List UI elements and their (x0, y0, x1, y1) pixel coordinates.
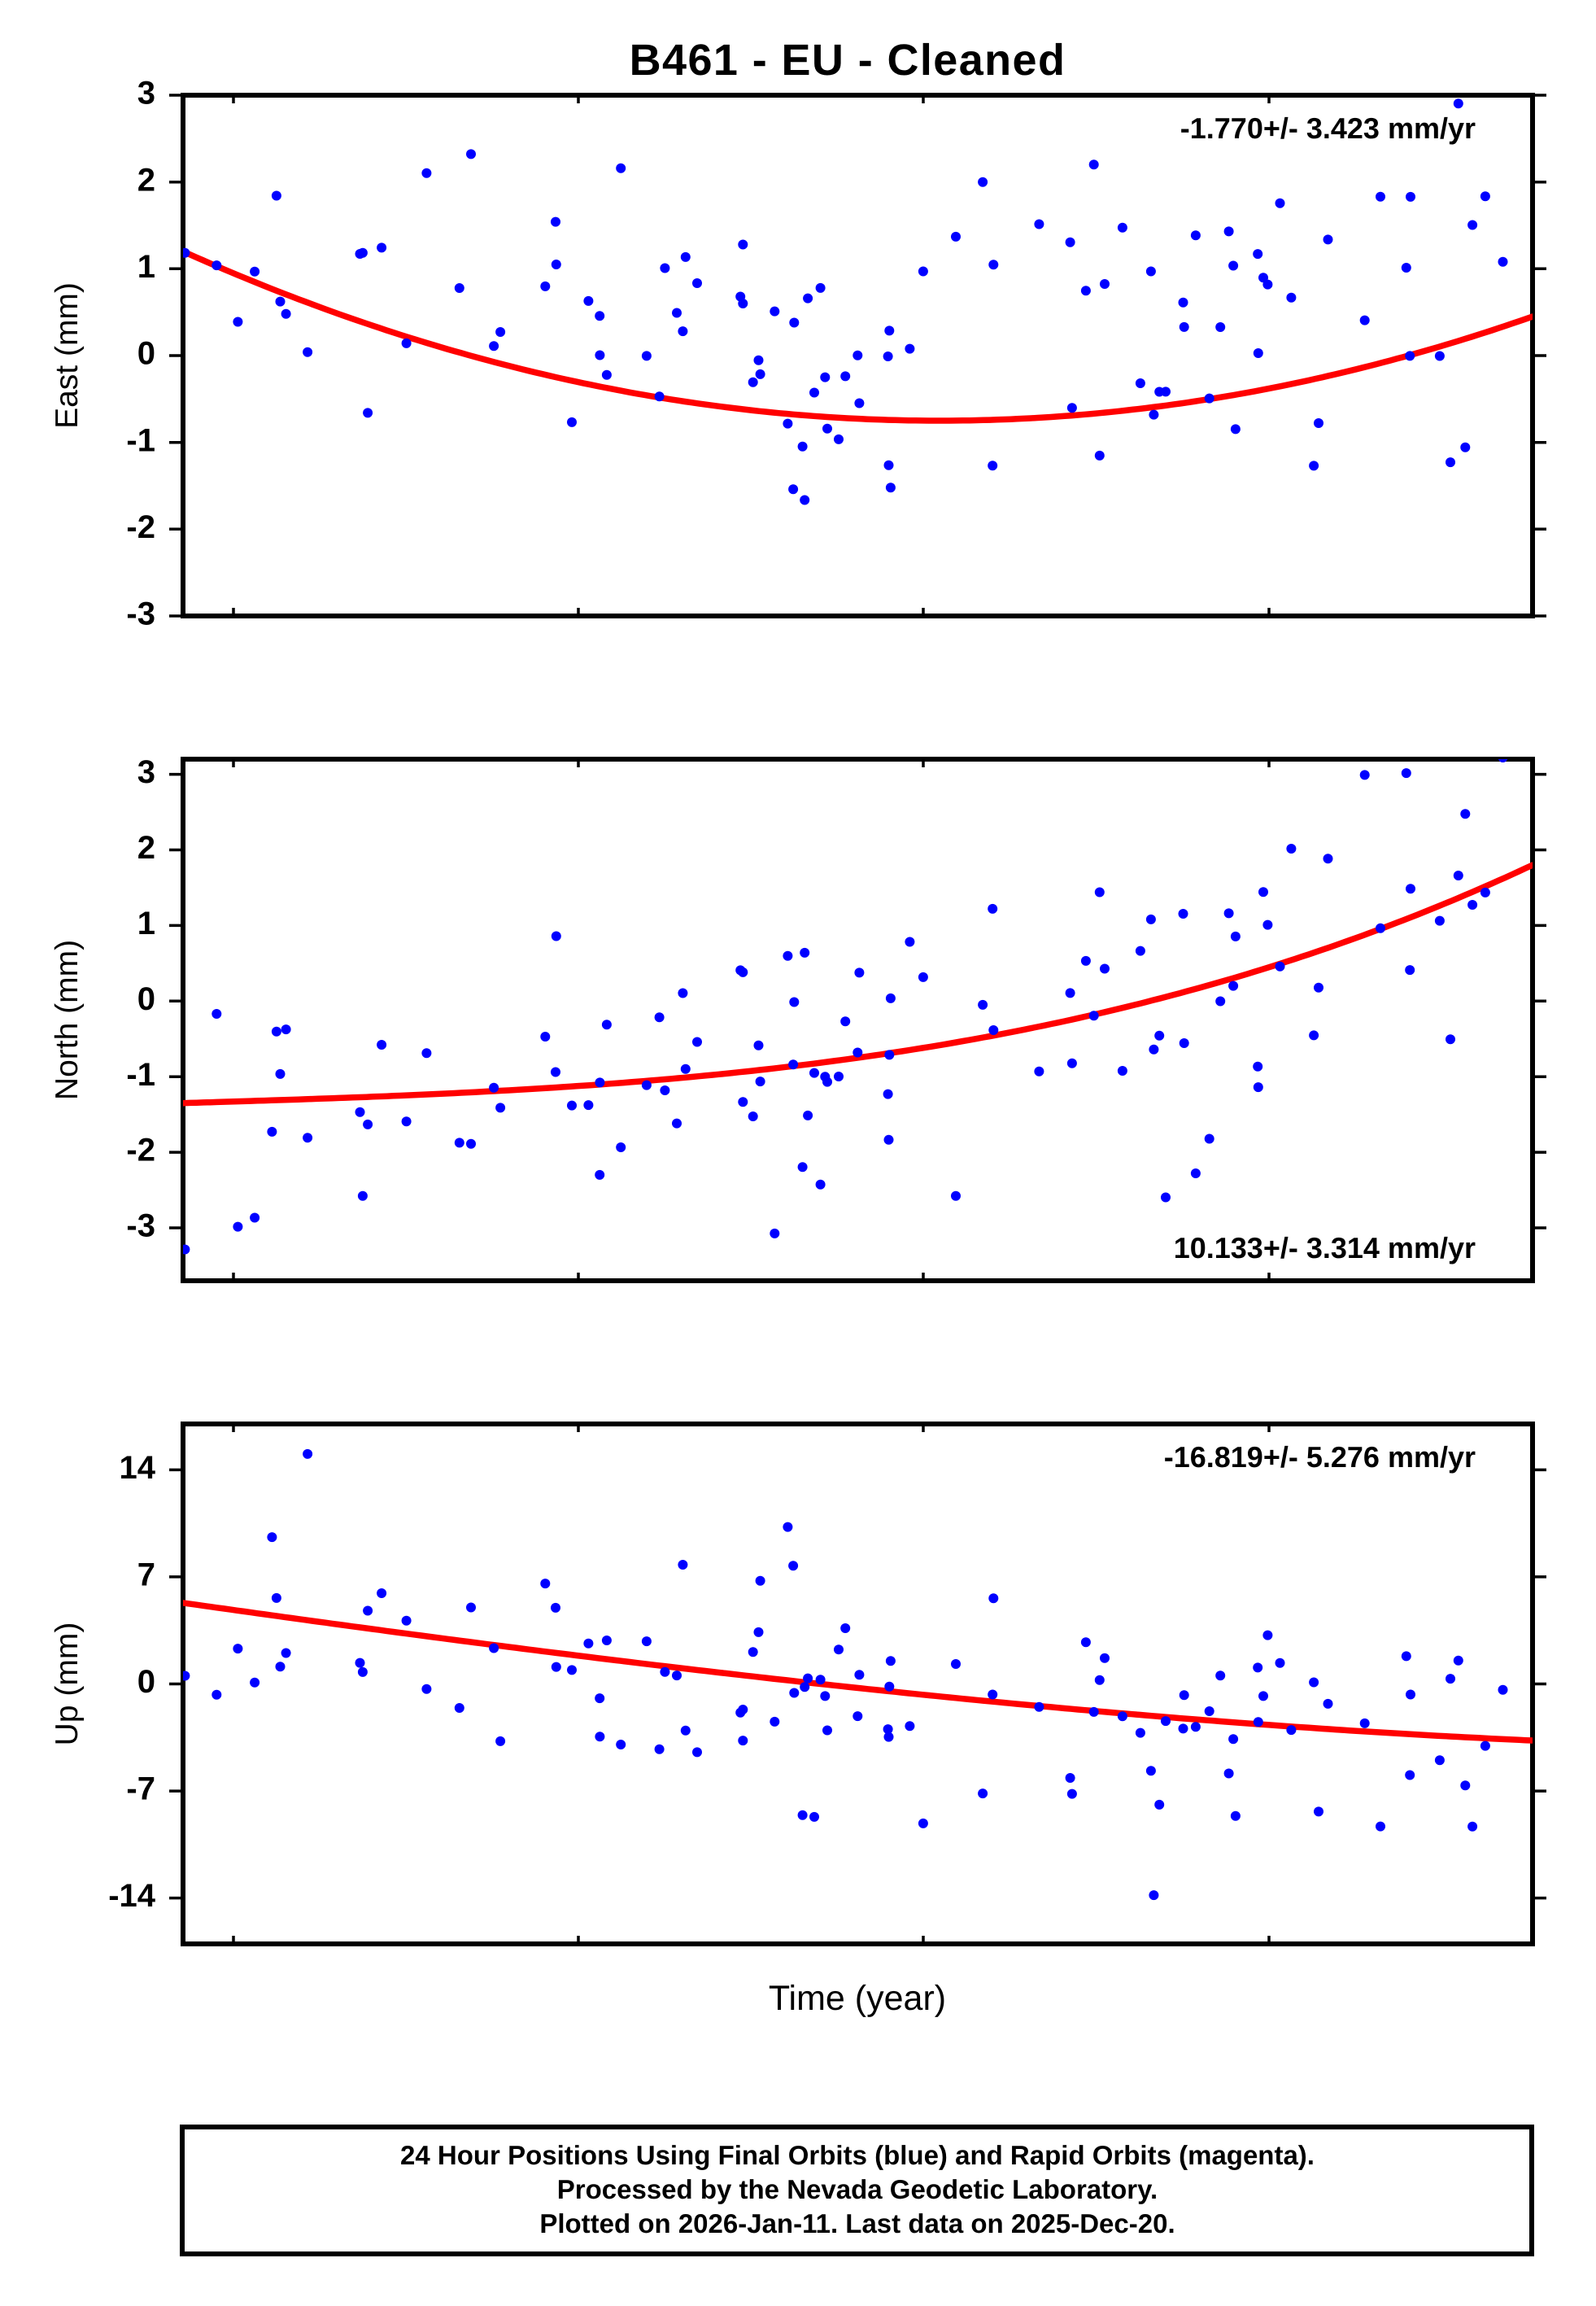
svg-text:3: 3 (137, 76, 155, 111)
svg-text:0: 0 (137, 981, 155, 1017)
svg-text:East (mm): East (mm) (50, 282, 85, 429)
svg-text:-16.819+/- 5.276 mm/yr: -16.819+/- 5.276 mm/yr (1164, 1440, 1476, 1474)
svg-text:-3: -3 (126, 1208, 155, 1244)
svg-text:3: 3 (137, 754, 155, 790)
svg-text:0: 0 (137, 336, 155, 372)
svg-text:Plotted on 2026-Jan-11. Last d: Plotted on 2026-Jan-11. Last data on 202… (539, 2208, 1175, 2238)
svg-text:Time (year): Time (year) (769, 1979, 946, 2018)
svg-text:7: 7 (137, 1557, 155, 1592)
svg-text:-14: -14 (108, 1878, 156, 1914)
svg-text:Processed by the Nevada Geodet: Processed by the Nevada Geodetic Laborat… (557, 2174, 1158, 2204)
svg-text:2: 2 (137, 162, 155, 198)
svg-text:2: 2 (137, 830, 155, 866)
svg-text:1: 1 (137, 249, 155, 285)
svg-text:-1.770+/- 3.423 mm/yr: -1.770+/- 3.423 mm/yr (1180, 111, 1476, 145)
svg-text:-3: -3 (126, 596, 155, 632)
svg-text:Up (mm): Up (mm) (50, 1622, 85, 1746)
svg-text:-1: -1 (126, 1057, 155, 1093)
svg-text:0: 0 (137, 1664, 155, 1700)
svg-text:14: 14 (120, 1450, 156, 1486)
svg-text:1: 1 (137, 906, 155, 941)
svg-text:-2: -2 (126, 1133, 155, 1168)
svg-text:-1: -1 (126, 422, 155, 458)
svg-text:10.133+/- 3.314 mm/yr: 10.133+/- 3.314 mm/yr (1174, 1231, 1476, 1264)
svg-text:-2: -2 (126, 509, 155, 545)
svg-text:24 Hour Positions Using Final: 24 Hour Positions Using Final Orbits (bl… (400, 2140, 1315, 2170)
svg-text:B461 - EU - Cleaned: B461 - EU - Cleaned (630, 36, 1066, 85)
svg-text:North (mm): North (mm) (50, 940, 85, 1100)
svg-text:-7: -7 (126, 1771, 155, 1807)
